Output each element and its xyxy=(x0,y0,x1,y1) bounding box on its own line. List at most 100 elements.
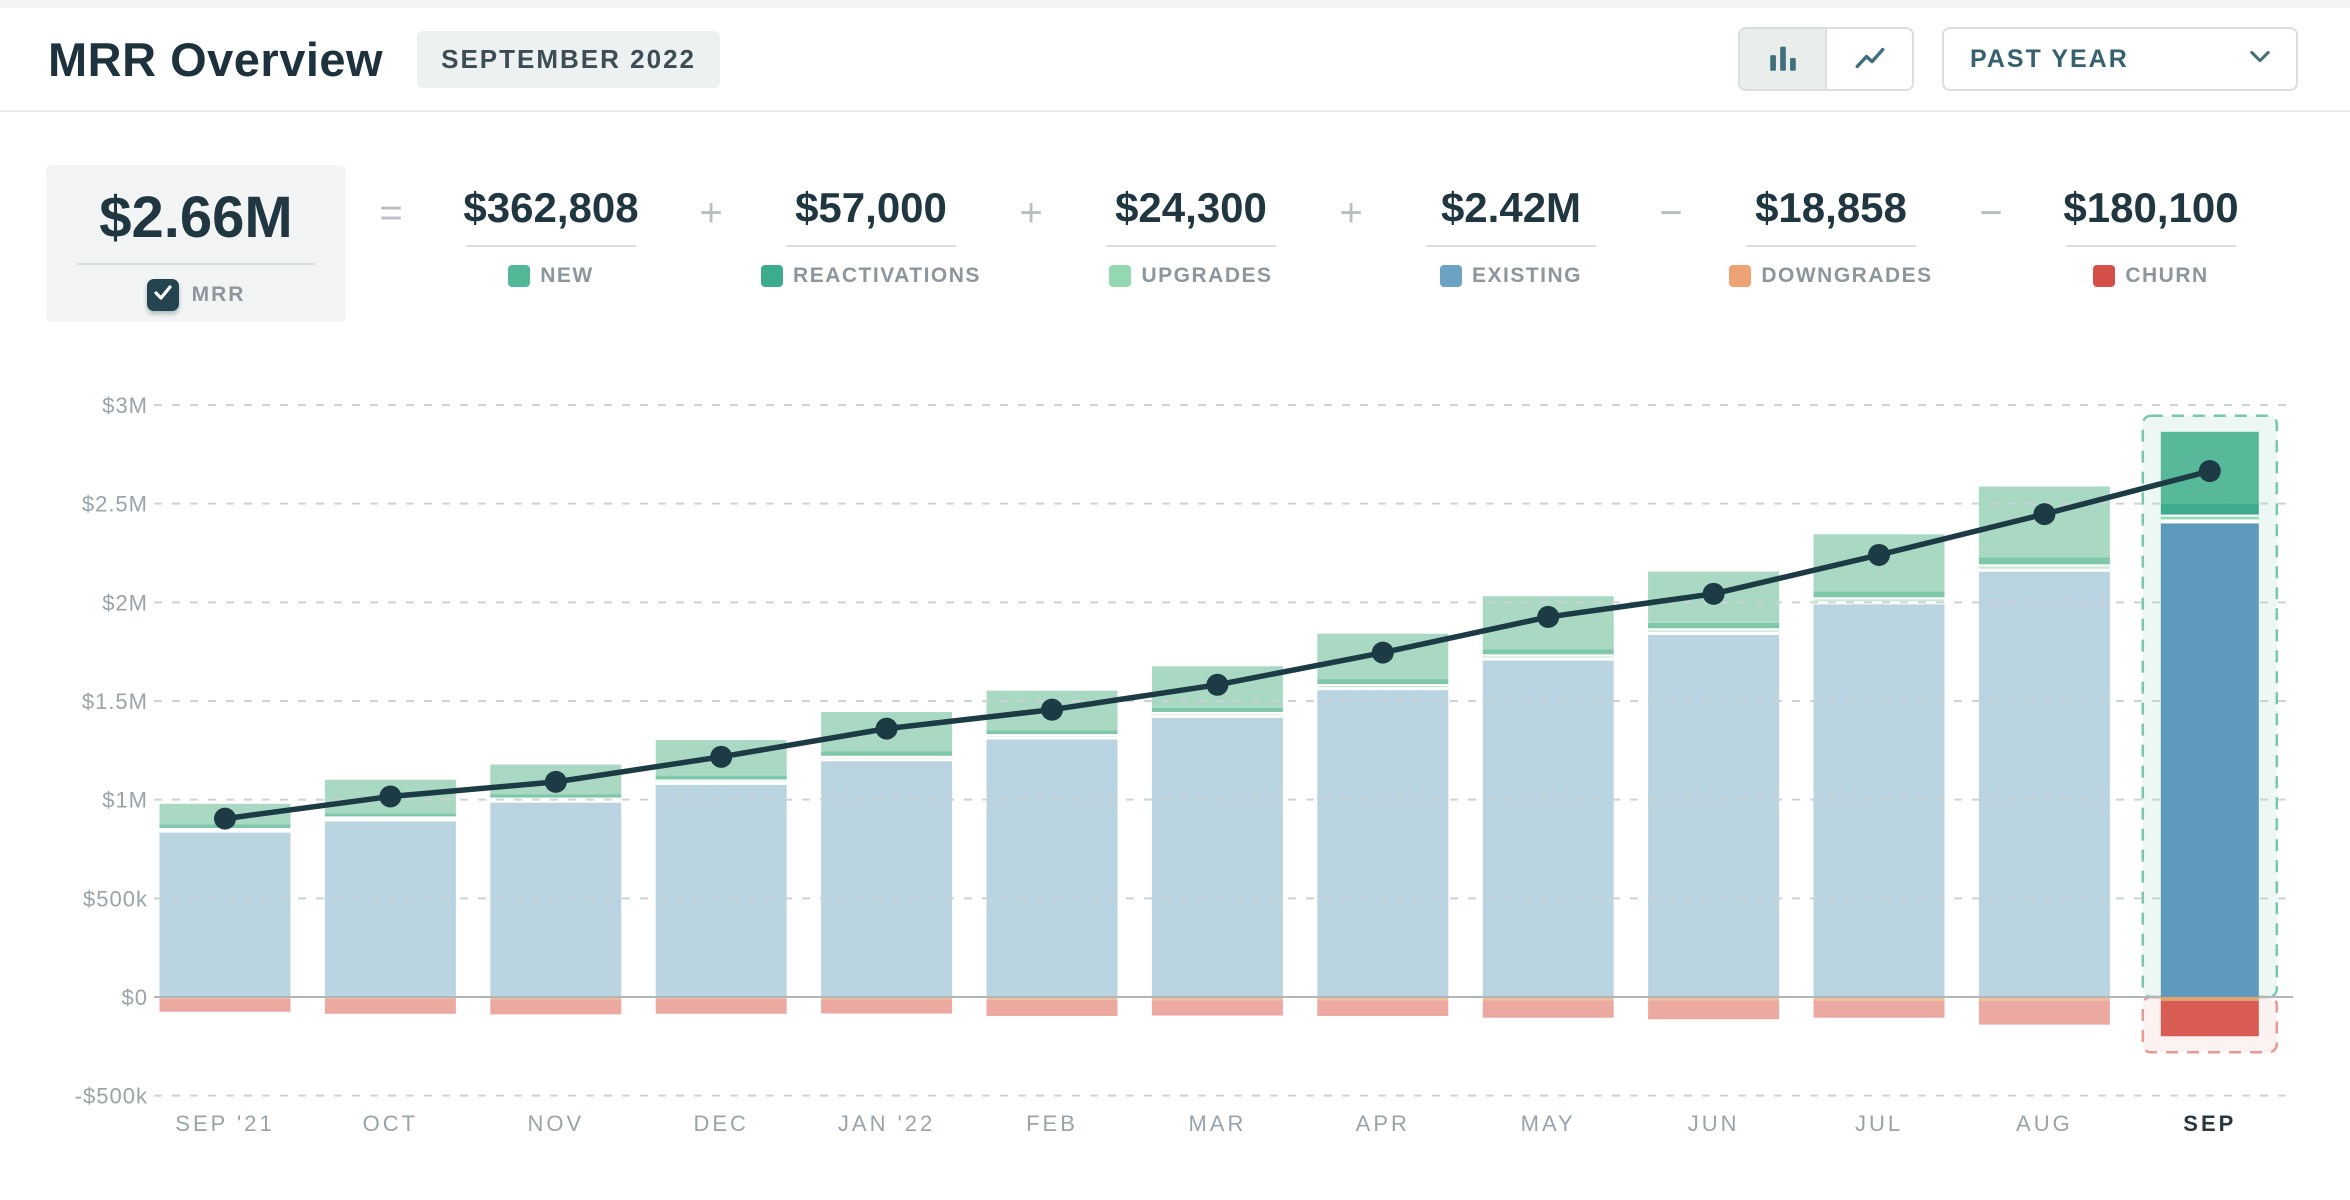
bar-jul[interactable] xyxy=(1813,534,1945,1018)
date-range-value: PAST YEAR xyxy=(1970,44,2129,73)
new-swatch xyxy=(508,265,531,287)
divider xyxy=(786,245,956,247)
legend-toggle-existing[interactable]: EXISTING xyxy=(1439,264,1583,288)
mrr-point-nov[interactable] xyxy=(544,770,567,793)
mrr-point-dec[interactable] xyxy=(710,745,733,768)
mrr-total-card[interactable]: $2.66M MRR xyxy=(46,165,346,322)
divider xyxy=(1746,245,1916,247)
x-axis-label-apr[interactable]: APR xyxy=(1356,1111,1410,1136)
x-axis-label-mar[interactable]: MAR xyxy=(1188,1111,1246,1136)
mrr-point-jan22[interactable] xyxy=(875,717,898,740)
mrr-checkbox[interactable] xyxy=(146,279,179,311)
metric-existing: $2.42M EXISTING xyxy=(1396,165,1626,292)
metric-downgrades: $18,858 DOWNGRADES xyxy=(1716,165,1946,292)
x-axis-label-nov[interactable]: NOV xyxy=(527,1111,584,1136)
churn-swatch xyxy=(2093,265,2116,287)
mrr-point-mar[interactable] xyxy=(1206,673,1229,696)
mrr-point-sep[interactable] xyxy=(2198,460,2221,483)
y-axis-label: $1M xyxy=(102,788,148,813)
bar-feb[interactable] xyxy=(986,690,1118,1016)
operator-equals: = xyxy=(379,191,403,235)
metric-existing-value: $2.42M xyxy=(1440,184,1582,231)
bar-nov[interactable] xyxy=(490,764,622,1015)
mrr-equation: $2.66M MRR = $362,808 NEW xyxy=(46,165,2266,322)
bar-dec[interactable] xyxy=(655,740,787,1014)
metric-churn-label: CHURN xyxy=(2125,264,2209,287)
mrr-point-oct[interactable] xyxy=(379,785,402,808)
page-title: MRR Overview xyxy=(48,32,384,86)
metric-reactivations-value: $57,000 xyxy=(795,184,947,231)
metric-upgrades: $24,300 UPGRADES xyxy=(1076,165,1306,292)
legend-toggle-new[interactable]: NEW xyxy=(508,264,594,288)
x-axis-label-dec[interactable]: DEC xyxy=(693,1111,748,1136)
x-axis-label-may[interactable]: MAY xyxy=(1521,1111,1576,1136)
mrr-checkbox-label: MRR xyxy=(191,283,246,306)
y-axis-label: $500k xyxy=(83,886,148,911)
bar-may[interactable] xyxy=(1482,596,1614,1018)
header-controls: PAST YEAR xyxy=(1738,27,2298,91)
operator-plus: + xyxy=(1339,191,1363,235)
mrr-point-aug[interactable] xyxy=(2033,503,2056,526)
mrr-series-toggle[interactable]: MRR xyxy=(146,279,246,311)
bar-oct[interactable] xyxy=(324,779,456,1014)
divider xyxy=(77,263,315,265)
upgrades-swatch xyxy=(1109,265,1132,287)
x-axis-label-feb[interactable]: FEB xyxy=(1026,1111,1078,1136)
bar-aug[interactable] xyxy=(1978,486,2110,1025)
y-axis-label: $2M xyxy=(102,590,148,615)
operator-plus: + xyxy=(1019,191,1043,235)
legend-toggle-reactivations[interactable]: REACTIVATIONS xyxy=(761,264,981,288)
metric-churn-value: $180,100 xyxy=(2063,184,2239,231)
divider xyxy=(466,245,636,247)
bar-chart-toggle-button[interactable] xyxy=(1740,29,1825,89)
line-chart-toggle-button[interactable] xyxy=(1825,29,1912,89)
metric-reactivations-label: REACTIVATIONS xyxy=(793,264,981,287)
operator-minus: − xyxy=(1659,191,1683,235)
y-axis-label: -$500k xyxy=(75,1084,148,1109)
mrr-point-jun[interactable] xyxy=(1702,582,1725,605)
mrr-point-jul[interactable] xyxy=(1868,543,1890,566)
operator-minus: − xyxy=(1979,191,2003,235)
existing-swatch xyxy=(1439,265,1462,287)
check-icon xyxy=(153,284,173,307)
x-axis-label-aug[interactable]: AUG xyxy=(2016,1111,2073,1136)
divider xyxy=(1106,245,1276,247)
metric-churn: $180,100 CHURN xyxy=(2036,165,2266,292)
bar-sep21[interactable] xyxy=(159,803,291,1012)
mrr-point-apr[interactable] xyxy=(1371,641,1394,664)
bar-apr[interactable] xyxy=(1317,633,1449,1016)
bar-jun[interactable] xyxy=(1648,571,1780,1020)
mrr-point-may[interactable] xyxy=(1537,605,1560,628)
metric-upgrades-value: $24,300 xyxy=(1115,184,1267,231)
metric-new-value: $362,808 xyxy=(463,184,639,231)
metric-new-label: NEW xyxy=(540,264,594,287)
metric-downgrades-label: DOWNGRADES xyxy=(1761,264,1933,287)
window-top-edge xyxy=(0,0,2350,8)
x-axis-label-sep21[interactable]: SEP '21 xyxy=(175,1111,274,1136)
mrr-point-sep21[interactable] xyxy=(214,807,236,830)
metric-existing-label: EXISTING xyxy=(1471,264,1583,287)
mrr-stacked-bar-chart[interactable]: $3M $2.5M $2M $1.5M $1M $500k $0 -$500k SEP '21 O… xyxy=(0,380,2350,1200)
date-range-dropdown[interactable]: PAST YEAR xyxy=(1942,27,2298,91)
x-axis-label-jun[interactable]: JUN xyxy=(1688,1111,1740,1136)
legend-toggle-upgrades[interactable]: UPGRADES xyxy=(1109,264,1272,288)
mrr-point-feb[interactable] xyxy=(1041,698,1063,721)
bar-sep[interactable] xyxy=(2160,431,2259,1037)
bar-mar[interactable] xyxy=(1151,666,1283,1016)
x-axis-label-sep[interactable]: SEP xyxy=(2183,1111,2236,1136)
y-axis-label: $0 xyxy=(122,985,148,1010)
chart-type-toggle xyxy=(1738,27,1914,91)
divider xyxy=(2066,245,2236,247)
legend-toggle-churn[interactable]: CHURN xyxy=(2093,264,2208,288)
y-axis-label: $1.5M xyxy=(82,689,148,714)
header: MRR Overview SEPTEMBER 2022 xyxy=(0,8,2350,112)
x-axis-label-jul[interactable]: JUL xyxy=(1855,1111,1903,1136)
mrr-chart-area: $3M $2.5M $2M $1.5M $1M $500k $0 -$500k SEP '21 O… xyxy=(0,380,2350,1200)
x-axis-label-oct[interactable]: OCT xyxy=(363,1111,418,1136)
chevron-down-icon xyxy=(2246,42,2274,77)
y-axis-label: $2.5M xyxy=(82,492,148,517)
x-axis-label-jan22[interactable]: JAN '22 xyxy=(838,1111,935,1136)
legend-toggle-downgrades[interactable]: DOWNGRADES xyxy=(1729,264,1932,288)
gridlines: $3M $2.5M $2M $1.5M $1M $500k $0 -$500k xyxy=(75,393,2293,1109)
bar-jan22[interactable] xyxy=(821,712,953,1014)
